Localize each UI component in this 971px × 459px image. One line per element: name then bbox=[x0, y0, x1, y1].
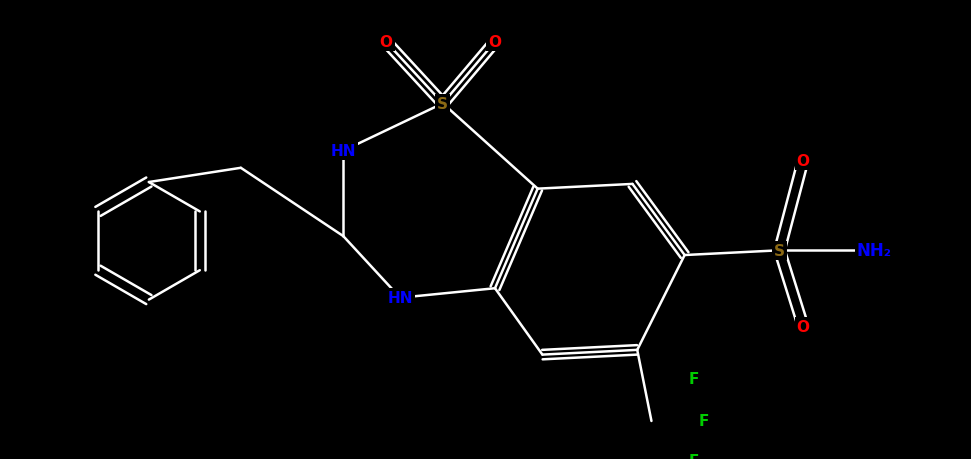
Text: O: O bbox=[796, 319, 810, 334]
Text: NH₂: NH₂ bbox=[856, 242, 891, 260]
Text: HN: HN bbox=[387, 291, 413, 306]
Text: F: F bbox=[689, 453, 699, 459]
Text: O: O bbox=[488, 35, 501, 50]
Text: F: F bbox=[689, 371, 699, 386]
Text: S: S bbox=[774, 243, 785, 258]
Text: O: O bbox=[380, 35, 392, 50]
Text: HN: HN bbox=[330, 144, 356, 159]
Text: F: F bbox=[698, 414, 709, 429]
Text: S: S bbox=[437, 96, 449, 112]
Text: O: O bbox=[796, 153, 810, 168]
